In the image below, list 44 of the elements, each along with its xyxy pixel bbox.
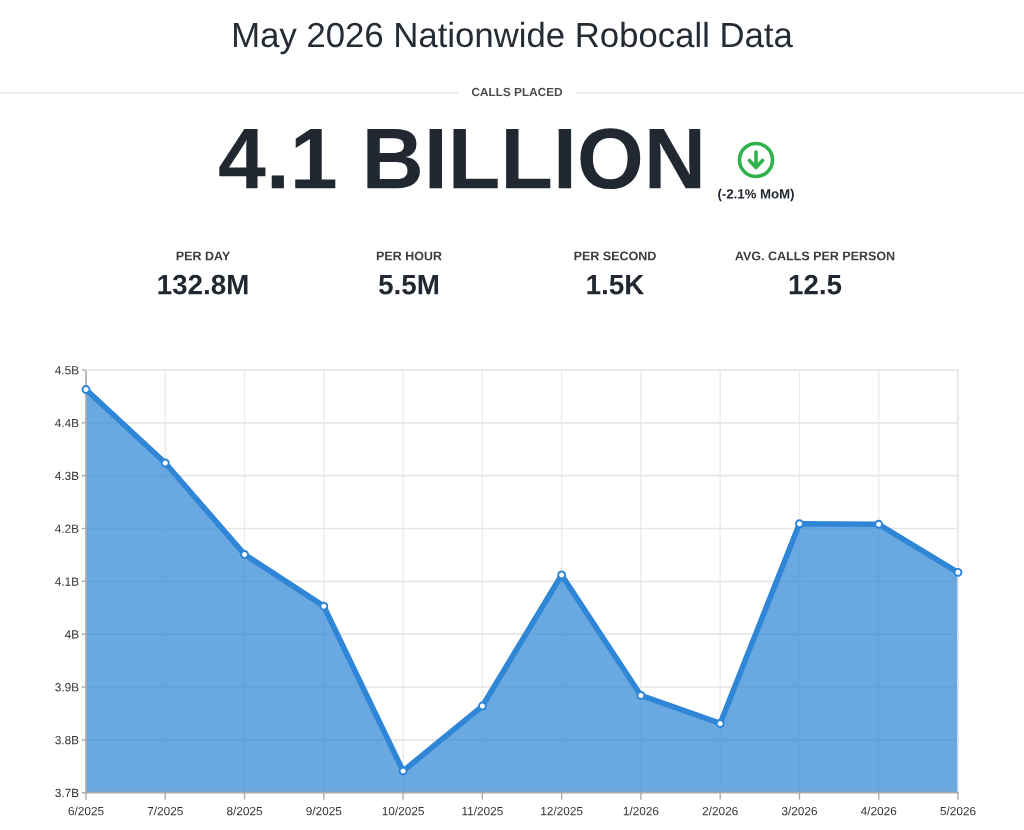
- x-tick-label: 7/2025: [147, 806, 183, 816]
- text: PER SECOND: [574, 251, 656, 261]
- text: 4.1 BILLION: [219, 128, 701, 190]
- x-tick-label: 5/2026: [940, 806, 976, 816]
- text: 132.8M: [158, 274, 248, 295]
- x-tick-label: 11/2025: [462, 806, 503, 816]
- point: [160, 458, 170, 468]
- y-tick-label: 4.5B: [55, 366, 79, 375]
- y-tick-label: 4.2B: [55, 524, 79, 533]
- y-tick-label: 4.1B: [55, 577, 79, 586]
- x-tick-label: 12/2025: [541, 806, 583, 816]
- y-tick-label: 4B: [64, 630, 79, 639]
- point: [319, 601, 329, 611]
- x-tick-label: 1/2026: [623, 806, 659, 816]
- y-tick-label: 3.7B: [55, 788, 79, 798]
- y-tick-label: 3.8B: [55, 735, 79, 745]
- x-tick-label: 8/2025: [227, 806, 263, 816]
- point: [477, 701, 487, 711]
- text: 12.5: [789, 274, 842, 295]
- point: [953, 567, 963, 577]
- point: [715, 719, 725, 728]
- x-tick-label: 10/2025: [382, 806, 424, 816]
- x-tick-label: 4/2026: [860, 806, 897, 816]
- text: AVG. CALLS PER PERSON: [735, 251, 895, 261]
- y-tick-label: 4.3B: [55, 471, 79, 481]
- point: [874, 519, 884, 529]
- x-tick-label: 6/2025: [68, 806, 104, 816]
- text: PER HOUR: [376, 251, 442, 261]
- point: [81, 385, 91, 394]
- x-tick-label: 9/2025: [306, 806, 342, 816]
- text: (-2.1% MoM): [718, 188, 794, 202]
- x-tick-label: 2/2026: [702, 806, 738, 816]
- point: [636, 691, 646, 700]
- text: 5.5M: [378, 275, 439, 295]
- point: [398, 766, 408, 776]
- point: [795, 519, 804, 529]
- x-tick-label: 3/2026: [781, 806, 817, 816]
- y-tick-label: 3.9B: [55, 683, 79, 692]
- chart-title: May 2026 Nationwide Robocall Data: [234, 21, 793, 55]
- chart-subtitle: CALLS PLACED: [471, 87, 563, 97]
- point: [240, 549, 249, 559]
- y-tick-label: 4.4B: [55, 418, 79, 428]
- text: 1.5K: [587, 275, 645, 295]
- text: PER DAY: [176, 251, 231, 261]
